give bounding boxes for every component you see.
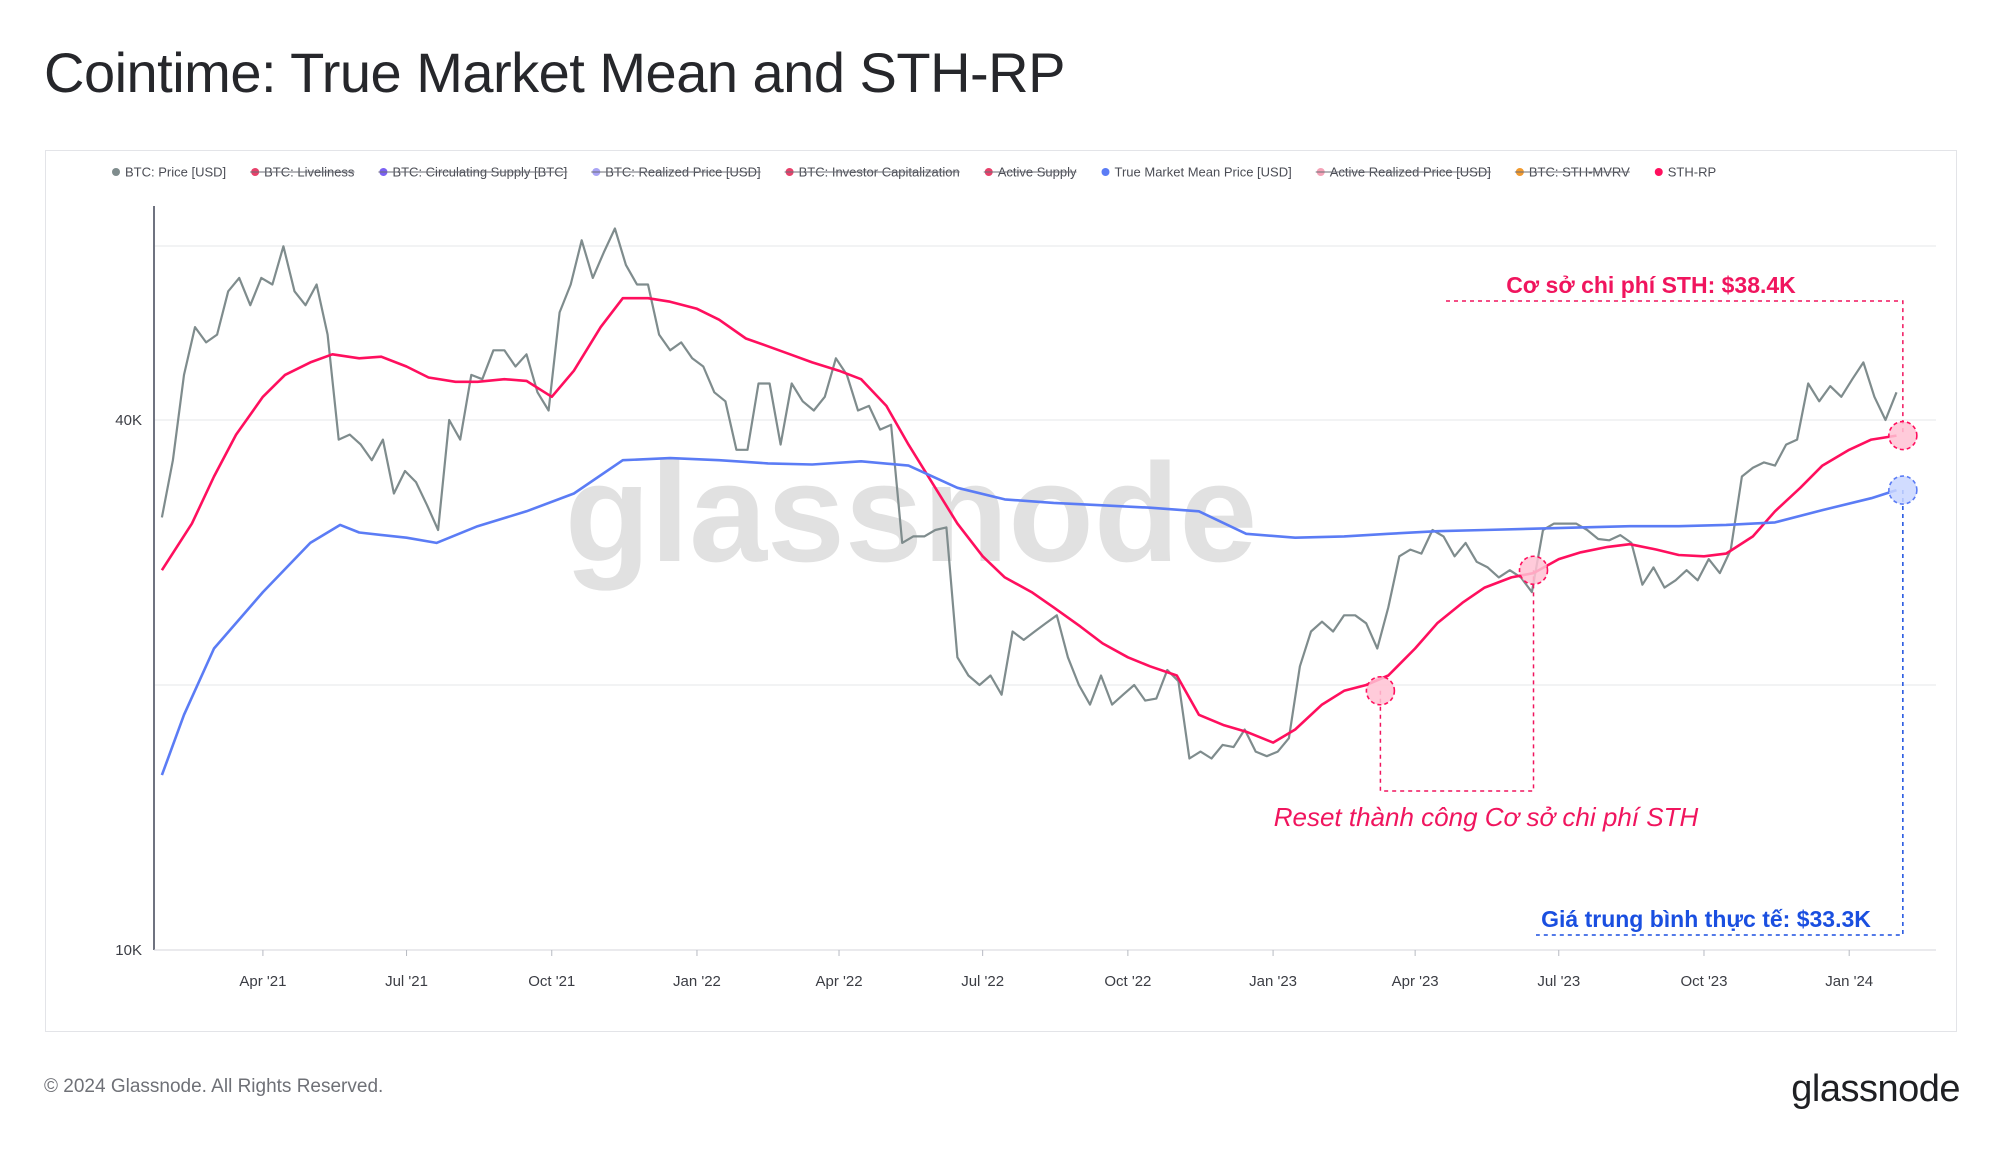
y-tick-label: 10K bbox=[115, 942, 142, 959]
page-title: Cointime: True Market Mean and STH-RP bbox=[44, 41, 1065, 104]
footer-logo: glassnode bbox=[1791, 1068, 1960, 1110]
x-tick-label: Jul '23 bbox=[1537, 973, 1580, 990]
sth-cost-basis-guide bbox=[1446, 300, 1904, 436]
legend-item[interactable]: Active Supply bbox=[983, 165, 1077, 180]
sth-cost-basis-label: Cơ sở chi phí STH: $38.4K bbox=[1506, 272, 1796, 298]
y-tick-label: 40K bbox=[115, 412, 142, 429]
true-market-mean-line bbox=[160, 456, 1897, 776]
highlight-marker bbox=[1888, 475, 1918, 505]
chart-frame: BTC: Price [USD] BTC: Liveliness BTC: Circ… bbox=[45, 150, 1957, 1032]
x-tick-label: Jul '22 bbox=[961, 973, 1004, 990]
x-tick-label: Jan '23 bbox=[1249, 973, 1297, 990]
markers-layer bbox=[1365, 420, 1918, 706]
x-tick-label: Apr '21 bbox=[239, 973, 286, 990]
price-line bbox=[160, 227, 1898, 760]
legend-dot-icon bbox=[1654, 168, 1663, 176]
x-tick-label: Jul '21 bbox=[385, 973, 428, 990]
x-tick-label: Oct '22 bbox=[1104, 973, 1151, 990]
legend-item[interactable]: BTC: STH-MVRV bbox=[1514, 165, 1630, 180]
legend-item[interactable]: Active Realized Price [USD] bbox=[1315, 165, 1491, 180]
reset-guide bbox=[1379, 570, 1535, 792]
legend-item[interactable]: BTC: Price [USD] bbox=[112, 165, 226, 180]
x-tick-label: Jan '24 bbox=[1825, 973, 1873, 990]
legend-item[interactable]: STH-RP bbox=[1654, 165, 1716, 180]
highlight-marker bbox=[1518, 555, 1549, 586]
legend-item[interactable]: BTC: Realized Price [USD] bbox=[591, 165, 761, 180]
legend-label: STH-RP bbox=[1668, 165, 1716, 180]
legend: BTC: Price [USD] BTC: Liveliness BTC: Circ… bbox=[112, 165, 1716, 180]
legend-label: True Market Mean Price [USD] bbox=[1115, 165, 1292, 180]
chart-svg[interactable]: BTC: Price [USD] BTC: Liveliness BTC: Circ… bbox=[46, 151, 1956, 1031]
legend-label: BTC: Price [USD] bbox=[125, 165, 226, 180]
footer-copyright: © 2024 Glassnode. All Rights Reserved. bbox=[44, 1076, 384, 1097]
reset-annotation-label: Reset thành công Cơ sở chi phí STH bbox=[1274, 802, 1699, 832]
x-tick-label: Jan '22 bbox=[673, 973, 721, 990]
legend-item[interactable]: BTC: Investor Capitalization bbox=[784, 165, 960, 180]
grid bbox=[154, 245, 1936, 686]
highlight-marker bbox=[1365, 675, 1396, 706]
legend-item[interactable]: BTC: Circulating Supply [BTC] bbox=[378, 165, 568, 180]
legend-item[interactable]: BTC: Liveliness bbox=[250, 165, 355, 180]
x-tick-label: Oct '23 bbox=[1680, 973, 1727, 990]
watermark: glassnode bbox=[565, 434, 1257, 591]
axes: 10K 40K Apr '21 Jul '21 Oct '21 Jan '22 Apr '2… bbox=[115, 206, 1936, 990]
x-tick-label: Apr '23 bbox=[1392, 973, 1439, 990]
sth-rp-line bbox=[160, 296, 1897, 744]
annotation-guides bbox=[1379, 300, 1904, 936]
legend-dot-icon bbox=[112, 168, 120, 176]
legend-item[interactable]: True Market Mean Price [USD] bbox=[1101, 165, 1292, 180]
true-mean-guide bbox=[1536, 490, 1904, 936]
x-tick-label: Apr '22 bbox=[815, 973, 862, 990]
highlight-marker bbox=[1888, 420, 1918, 451]
x-tick-label: Oct '21 bbox=[528, 973, 575, 990]
series-layer bbox=[160, 227, 1898, 776]
true-mean-label: Giá trung bình thực tế: $33.3K bbox=[1541, 906, 1871, 932]
legend-dot-icon bbox=[1101, 168, 1110, 176]
